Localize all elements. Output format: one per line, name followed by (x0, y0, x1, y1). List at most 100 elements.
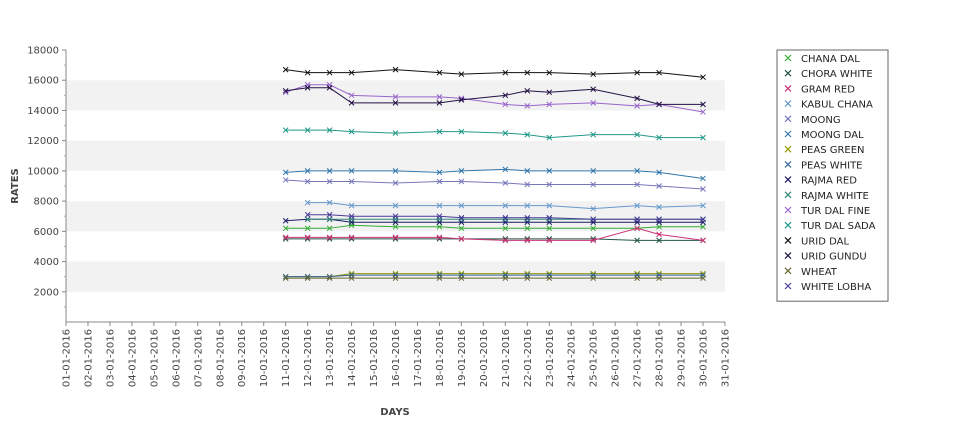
data-point (436, 178, 443, 185)
data-point (348, 275, 355, 282)
legend-marker (784, 115, 792, 123)
data-point (700, 134, 706, 141)
x-tick-label: 17-01-2016 (413, 329, 424, 387)
y-axis-title: RATES (10, 168, 21, 204)
legend-item: KABUL CHANA (784, 100, 873, 111)
data-point (700, 237, 706, 244)
data-point (590, 86, 597, 93)
x-tick-label: 05-01-2016 (149, 329, 160, 387)
legend-item: TUR DAL FINE (784, 206, 870, 217)
data-point (700, 175, 706, 182)
y-tick-label: 4000 (34, 257, 59, 268)
legend-item: MOONG DAL (784, 130, 864, 141)
data-point (634, 275, 640, 282)
series-line (285, 224, 704, 229)
series-line (285, 84, 704, 113)
x-tick-label: 29-01-2016 (677, 329, 688, 387)
legend-label: PEAS WHITE (801, 160, 863, 171)
legend-marker (784, 252, 792, 260)
data-point (634, 181, 640, 188)
x-tick-label: 26-01-2016 (611, 329, 622, 387)
data-point (546, 237, 553, 244)
y-tick-label: 18000 (27, 46, 59, 57)
data-point (524, 202, 531, 209)
data-point (700, 275, 706, 282)
data-point (326, 225, 333, 232)
series-gram-red (282, 225, 706, 244)
data-point (656, 223, 662, 230)
x-tick-label: 22-01-2016 (523, 329, 534, 387)
legend-label: PEAS GREEN (801, 145, 865, 156)
data-point (392, 234, 399, 241)
data-point (524, 237, 531, 244)
legend-label: KABUL CHANA (801, 100, 873, 111)
y-tick-label: 10000 (27, 166, 59, 177)
data-point (700, 202, 706, 209)
grid-band (66, 291, 725, 322)
data-point (348, 69, 355, 76)
legend-marker (784, 160, 792, 168)
series-layer (282, 66, 706, 282)
data-point (656, 231, 662, 238)
data-point (392, 100, 399, 106)
data-point (502, 69, 509, 76)
series-line (285, 129, 704, 139)
y-tick-label: 8000 (34, 197, 59, 208)
data-point (524, 69, 531, 76)
legend-label: GRAM RED (801, 84, 855, 95)
x-tick-label: 04-01-2016 (127, 329, 138, 387)
data-point (436, 213, 443, 220)
data-point (304, 69, 311, 76)
data-point (502, 275, 509, 282)
data-point (524, 275, 531, 282)
data-point (546, 181, 553, 188)
legend-marker (784, 84, 792, 92)
y-axis: 2000 4000 6000 8000 10000 12000 14000 16000 1800… (27, 46, 66, 308)
data-point (458, 225, 465, 232)
grid-band (66, 50, 725, 81)
data-point (436, 100, 443, 106)
data-point (656, 275, 662, 282)
data-point (590, 168, 597, 174)
series-line (285, 69, 704, 78)
data-point (524, 131, 531, 138)
x-tick-label: 31-01-2016 (721, 329, 732, 387)
data-point (656, 134, 662, 141)
legend-box (776, 49, 889, 302)
data-point (502, 166, 509, 173)
legend-item: WHEAT (784, 267, 838, 278)
data-point (282, 275, 289, 282)
legend-item: RAJMA RED (784, 176, 857, 187)
data-point (282, 217, 289, 224)
data-point (524, 181, 531, 188)
grid-band (66, 170, 725, 202)
legend-label: RAJMA RED (801, 176, 857, 187)
x-tick-label: 08-01-2016 (215, 329, 226, 387)
data-point (326, 69, 333, 76)
data-point (348, 234, 355, 241)
series-moong (282, 177, 706, 192)
data-point (502, 101, 509, 108)
data-point (656, 237, 662, 244)
x-axis: 01-01-2016 02-01-2016 03-01-2016 04-01-2016… (62, 322, 732, 387)
data-point (326, 275, 333, 282)
data-point (524, 168, 531, 174)
data-point (700, 109, 706, 115)
data-point (634, 103, 640, 109)
legend-item: MOONG (784, 115, 841, 126)
data-point (524, 87, 531, 94)
data-point (634, 225, 640, 232)
legend-item: PEAS GREEN (784, 145, 865, 156)
series-urid-gundu (282, 84, 706, 108)
data-point (656, 69, 662, 76)
data-point (436, 202, 443, 209)
data-point (304, 168, 311, 174)
data-point (326, 211, 333, 218)
y-tick-label: 12000 (27, 136, 59, 147)
data-point (590, 131, 597, 138)
x-tick-label: 28-01-2016 (655, 329, 666, 387)
legend-marker (784, 282, 792, 290)
data-point (436, 128, 443, 135)
data-point (546, 69, 553, 76)
data-point (392, 213, 399, 220)
